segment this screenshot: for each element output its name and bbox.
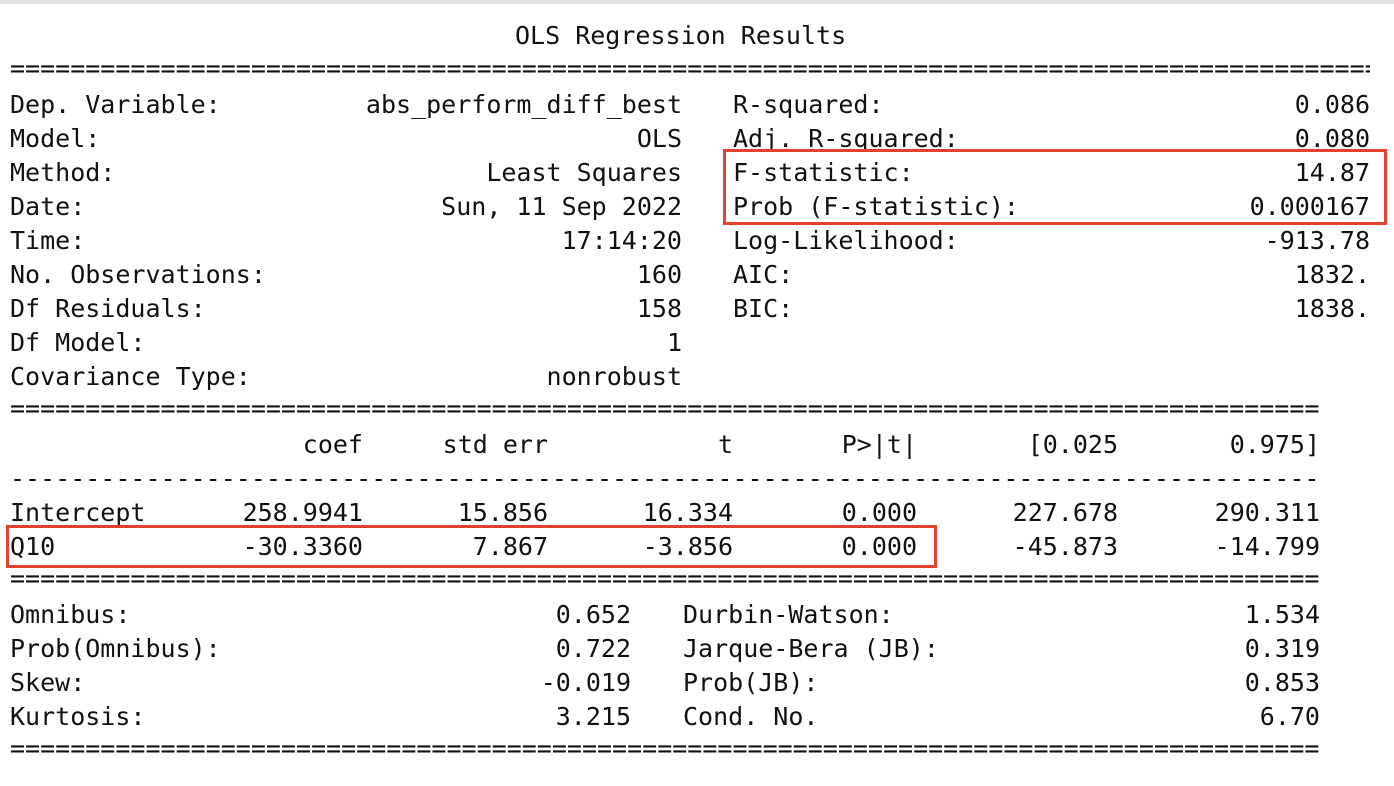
diag-value: 3.215 (555, 702, 631, 731)
row-name: Intercept (10, 498, 146, 527)
header-value: 14.87 (1294, 158, 1370, 187)
header-label: Adj. R-squared: (733, 124, 959, 153)
header-value: 158 (636, 294, 682, 323)
results-title: OLS Regression Results (515, 21, 847, 50)
header-value: Least Squares (486, 158, 682, 187)
diag-label: Jarque-Bera (JB): (683, 634, 939, 663)
header-label: Method: (10, 158, 116, 187)
header-label: Model: (10, 124, 101, 153)
diag-label: Cond. No. (683, 702, 819, 731)
header-value: 1838. (1294, 294, 1370, 323)
header-label: No. Observations: (10, 260, 266, 289)
highlight-box-q10 (6, 525, 937, 568)
header-label: Dep. Variable: (10, 90, 221, 119)
column-header: [0.025 (1027, 430, 1118, 459)
diag-value: 1.534 (1244, 600, 1320, 629)
header-label: Df Model: (10, 328, 146, 357)
header-label: Time: (10, 226, 86, 255)
highlight-box-fstat (723, 149, 1387, 225)
table-cell: 16.334 (642, 498, 733, 527)
table-cell: 7.867 (472, 532, 548, 561)
header-label: BIC: (733, 294, 794, 323)
column-header: std err (442, 430, 548, 459)
table-cell: -45.873 (1012, 532, 1118, 561)
header-value: 0.000167 (1249, 192, 1370, 221)
double-rule-diag-top: ========================================… (10, 564, 1320, 593)
row-name: Q10 (10, 532, 56, 561)
diag-label: Prob(JB): (683, 668, 819, 697)
header-value: 1 (666, 328, 682, 357)
diag-label: Omnibus: (10, 600, 131, 629)
diag-label: Skew: (10, 668, 86, 697)
table-cell: 258.9941 (242, 498, 363, 527)
header-value: OLS (636, 124, 682, 153)
table-cell: -14.799 (1214, 532, 1320, 561)
column-header: P>|t| (841, 430, 917, 459)
header-label: Covariance Type: (10, 362, 251, 391)
diag-value: 0.319 (1244, 634, 1320, 663)
diag-value: 0.853 (1244, 668, 1320, 697)
header-value: 160 (636, 260, 682, 289)
header-value: 0.086 (1294, 90, 1370, 119)
diag-label: Prob(Omnibus): (10, 634, 221, 663)
header-value: Sun, 11 Sep 2022 (441, 192, 682, 221)
header-value: nonrobust (546, 362, 682, 391)
table-cell: -3.856 (642, 532, 733, 561)
header-label: Date: (10, 192, 86, 221)
table-cell: 0.000 (841, 498, 917, 527)
header-label: Df Residuals: (10, 294, 206, 323)
diag-label: Durbin-Watson: (683, 600, 894, 629)
table-cell: 290.311 (1214, 498, 1320, 527)
table-cell: 227.678 (1012, 498, 1118, 527)
header-label: AIC: (733, 260, 794, 289)
header-value: -913.78 (1264, 226, 1370, 255)
column-header: coef (302, 430, 363, 459)
diag-value: -0.019 (540, 668, 631, 697)
table-cell: 15.856 (457, 498, 548, 527)
header-label: Log-Likelihood: (733, 226, 959, 255)
column-header: 0.975] (1229, 430, 1320, 459)
top-border (0, 0, 1394, 4)
table-cell: -30.3360 (242, 532, 363, 561)
double-rule-coef-top: ========================================… (10, 394, 1320, 423)
diag-label: Kurtosis: (10, 702, 146, 731)
header-label: R-squared: (733, 90, 884, 119)
diag-value: 0.652 (555, 600, 631, 629)
dash-rule: ----------------------------------------… (10, 464, 1320, 493)
diag-value: 0.722 (555, 634, 631, 663)
column-header: t (717, 430, 733, 459)
header-value: abs_perform_diff_best (365, 90, 682, 119)
diag-value: 6.70 (1259, 702, 1320, 731)
double-rule-top: ========================================… (10, 54, 1370, 83)
double-rule-bottom: ========================================… (10, 734, 1320, 763)
header-label: Prob (F-statistic): (733, 192, 1019, 221)
header-value: 0.080 (1294, 124, 1370, 153)
header-value: 17:14:20 (561, 226, 682, 255)
table-cell: 0.000 (841, 532, 917, 561)
header-label: F-statistic: (733, 158, 914, 187)
header-value: 1832. (1294, 260, 1370, 289)
